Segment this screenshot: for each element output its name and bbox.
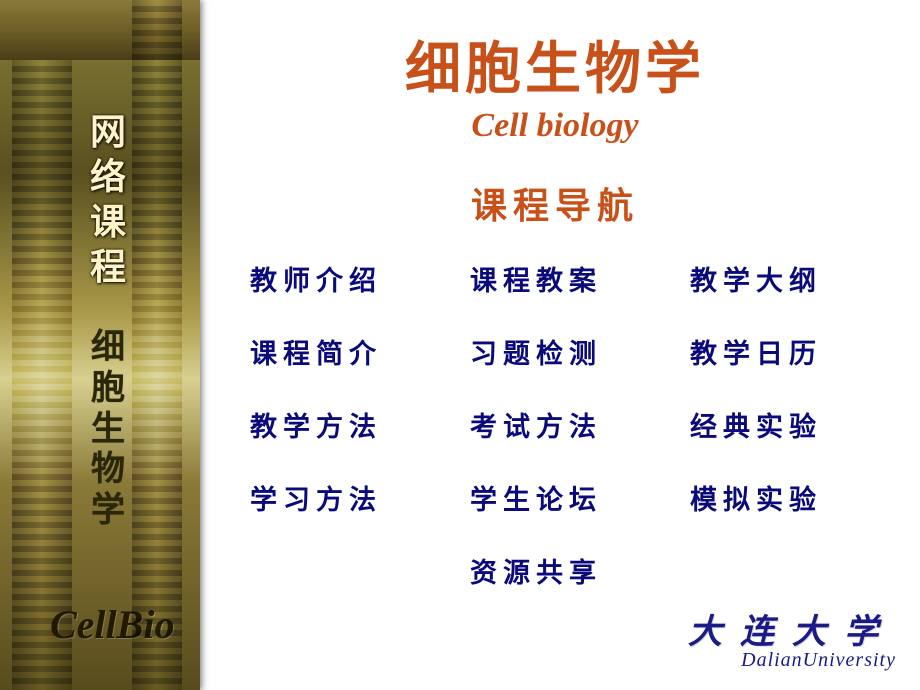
sidebar-brand-text: CellBio [50,601,174,648]
sidebar-top-strip [0,0,200,60]
nav-course-intro[interactable]: 课程简介 [250,332,430,371]
footer-university: 大连大学 DalianUniversity [688,604,896,672]
sidebar-banner: 网 络 课 程 细 胞 生 物 学 CellBio [0,0,200,690]
sidebar-subtitle-vertical: 细 胞 生 物 学 [88,328,128,532]
nav-syllabus[interactable]: 教学大纲 [690,259,870,298]
nav-sim-exp[interactable]: 模拟实验 [690,478,870,517]
section-heading: 课程导航 [210,177,900,229]
nav-resource-share[interactable]: 资源共享 [470,551,650,590]
main-content: 细胞生物学 Cell biology 课程导航 教师介绍 课程教案 教学大纲 课… [200,0,920,690]
page-title-cn: 细胞生物学 [210,24,900,105]
slide-root: 网 络 课 程 细 胞 生 物 学 CellBio 细胞生物学 Cell bio… [0,0,920,690]
nav-exercises[interactable]: 习题检测 [470,332,650,371]
nav-teach-method[interactable]: 教学方法 [250,405,430,444]
nav-calendar[interactable]: 教学日历 [690,332,870,371]
course-nav-grid: 教师介绍 课程教案 教学大纲 课程简介 习题检测 教学日历 教学方法 考试方法 … [210,259,900,590]
footer-uni-cn: 大连大学 [688,604,896,653]
sidebar-title-vertical: 网 络 课 程 [88,110,128,290]
nav-course-plan[interactable]: 课程教案 [470,259,650,298]
page-title-en: Cell biology [210,107,900,145]
nav-study-method[interactable]: 学习方法 [250,478,430,517]
nav-teacher-intro[interactable]: 教师介绍 [250,259,430,298]
nav-classic-exp[interactable]: 经典实验 [690,405,870,444]
nav-exam-method[interactable]: 考试方法 [470,405,650,444]
nav-student-forum[interactable]: 学生论坛 [470,478,650,517]
